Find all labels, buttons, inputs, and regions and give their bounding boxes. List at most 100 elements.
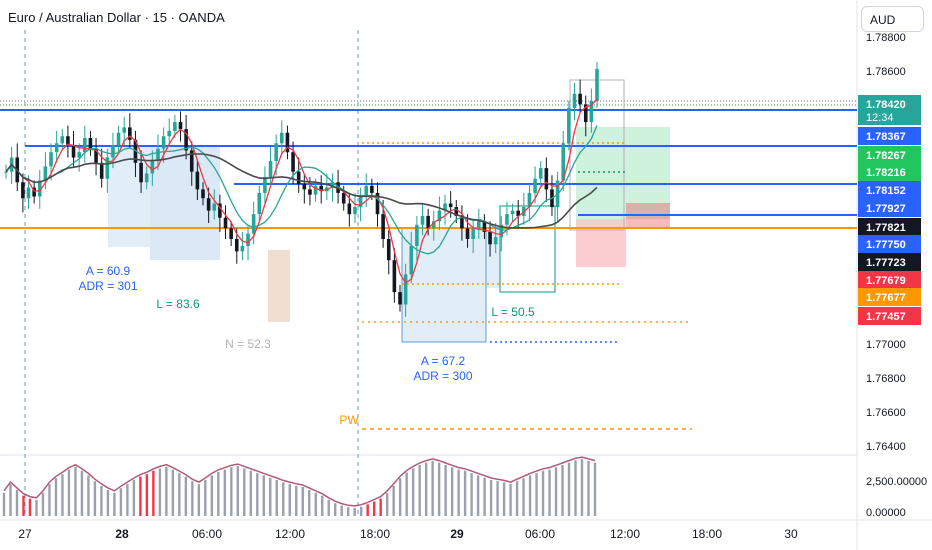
candle-body (223, 217, 228, 229)
moving-average-line (5, 153, 598, 229)
volume-bar (191, 481, 194, 516)
price-tag (858, 95, 921, 125)
volume-bar (502, 482, 506, 516)
price-axis-tick: 1.77000 (866, 339, 906, 351)
price-tag-label: 1.77927 (866, 203, 906, 215)
volume-bar (463, 470, 467, 516)
candle-body (32, 187, 36, 197)
volume-bar (210, 475, 214, 516)
volume-bar (327, 499, 330, 516)
time-axis-tick: 12:00 (275, 527, 305, 541)
candle-body (246, 233, 250, 247)
candle-body (156, 148, 160, 162)
candle-body (460, 215, 464, 229)
volume-bar (398, 478, 402, 516)
candle-body (4, 171, 8, 173)
candle-body (561, 143, 566, 181)
volume-bar (405, 472, 408, 516)
volume-bar (437, 462, 441, 516)
currency-button[interactable]: AUD (861, 6, 924, 32)
range-box (499, 205, 556, 293)
volume-bar (301, 487, 304, 516)
volume-bar (418, 464, 421, 516)
candle-body (189, 150, 194, 172)
candle-body (398, 292, 402, 305)
candle-body (516, 210, 520, 216)
volume-bar (567, 462, 571, 516)
volume-bar (93, 481, 97, 516)
candle-body (403, 274, 408, 305)
time-axis-tick: 12:00 (610, 527, 640, 541)
candle-body (308, 189, 312, 195)
volume-bar (178, 473, 181, 516)
candle-body (184, 129, 188, 151)
time-axis-tick: 06:00 (192, 527, 222, 541)
chart-annotation: ADR = 300 (413, 369, 472, 383)
volume-bar (411, 468, 415, 516)
volume-bar (353, 507, 356, 516)
price-tag (858, 271, 921, 289)
volume-bar (288, 484, 291, 516)
candle-body (150, 161, 155, 174)
volume-bar (470, 473, 473, 516)
range-box (486, 228, 500, 288)
volume-bar (2, 492, 6, 516)
candle-body (505, 214, 509, 225)
time-axis-tick: 06:00 (525, 527, 555, 541)
volume-bar (41, 492, 45, 516)
moving-average-line (5, 125, 598, 255)
volume-bar (574, 460, 577, 516)
range-box (108, 147, 150, 247)
candle-body (49, 152, 53, 167)
volume-bar (126, 484, 129, 516)
volume-bar (9, 484, 12, 516)
volume-bar (119, 488, 123, 516)
candle-body (161, 136, 166, 149)
price-tag (858, 288, 921, 306)
volume-bar (184, 476, 188, 516)
candle-body (341, 192, 346, 204)
candle-body (167, 130, 172, 137)
price-axis-tick: 1.78600 (866, 66, 906, 78)
price-tag-label: 1.77723 (866, 257, 906, 269)
candle-body (589, 100, 594, 123)
candle-body (465, 228, 470, 239)
volume-bar (548, 469, 551, 516)
volume-bar (113, 492, 116, 516)
volume-bar (15, 489, 19, 516)
volume-bar (230, 467, 233, 516)
candle-body (420, 215, 425, 225)
chart-annotation: L = 83.6 (156, 297, 200, 311)
time-axis-tick: 18:00 (360, 527, 390, 541)
candle-body (431, 221, 436, 229)
candle-body (364, 185, 369, 197)
candle-body (347, 203, 352, 215)
candle-body (71, 145, 76, 158)
volume-bar (334, 503, 337, 516)
candle-body (302, 184, 307, 190)
volume-bar (489, 480, 493, 516)
candle-body (195, 171, 200, 190)
candle-body (66, 136, 70, 146)
candle-body (291, 152, 295, 172)
candle-body (330, 182, 335, 188)
candle-body (415, 224, 419, 247)
candle-body (578, 93, 582, 105)
moving-average-line (5, 98, 598, 284)
volume-bar (282, 482, 285, 516)
volume-bar (100, 485, 103, 516)
candle-body (54, 143, 59, 153)
candle-body (268, 161, 273, 177)
price-tag (858, 181, 921, 199)
candle-body (21, 182, 25, 199)
chart-annotation: ADR = 301 (78, 279, 137, 293)
candle-body (43, 166, 48, 181)
price-tag-label: 1.77679 (866, 275, 906, 287)
chart-annotation: PW (339, 413, 359, 427)
volume-bar (528, 475, 532, 516)
candle-body (527, 192, 532, 208)
candle-body (122, 127, 126, 133)
volume-bar (236, 466, 240, 516)
volume-bar (314, 492, 317, 516)
